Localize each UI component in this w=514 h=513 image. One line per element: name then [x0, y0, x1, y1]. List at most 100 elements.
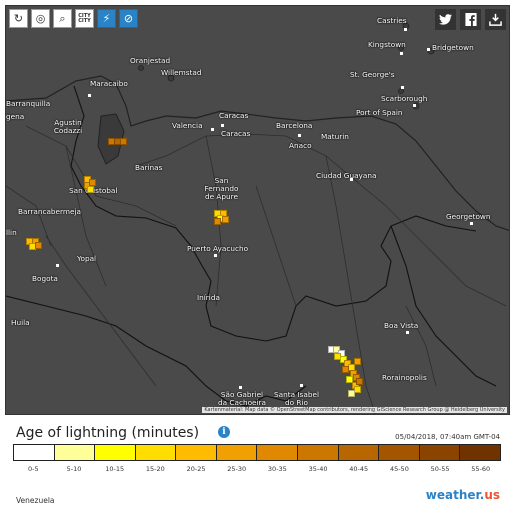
- color-swatch: [176, 445, 217, 460]
- lightning-strike-marker: [356, 378, 363, 385]
- city-label: San Fernando de Apure: [204, 176, 239, 201]
- city-dot: [221, 124, 224, 127]
- city-label: Georgetown: [446, 212, 491, 221]
- color-swatch: [338, 445, 380, 460]
- lightning-strike-marker: [348, 390, 355, 397]
- city-dot: [350, 178, 353, 181]
- brand-suffix: us: [484, 488, 500, 502]
- color-swatch: [419, 445, 461, 460]
- lightning-strike-marker: [222, 216, 229, 223]
- city-dot: [239, 386, 242, 389]
- city-label: Barcelona: [276, 121, 313, 130]
- globe-icon[interactable]: ◎: [31, 9, 50, 28]
- lightning-strike-marker: [214, 218, 221, 225]
- city-dot: [470, 222, 473, 225]
- city-dot: [298, 134, 301, 137]
- region-name: Venezuela: [16, 496, 55, 505]
- city-label: Ciudad Guayana: [316, 171, 377, 180]
- city-dot: [400, 52, 403, 55]
- color-scale-label: 10-15: [105, 465, 125, 473]
- color-swatch: [95, 445, 136, 460]
- color-swatch: [54, 445, 96, 460]
- city-dot: [404, 28, 407, 31]
- city-dot: [88, 94, 91, 97]
- city-label: Valencia: [172, 121, 203, 130]
- lightning-strike-marker: [346, 376, 353, 383]
- city-label: São Gabriel da Cachoeira: [217, 390, 267, 407]
- info-icon[interactable]: i: [218, 426, 230, 438]
- city-dot: [214, 254, 217, 257]
- city-label: Santa Isabel do Rio: [274, 390, 319, 407]
- city-label: Caracas: [221, 129, 251, 138]
- color-swatch: [14, 445, 55, 460]
- city-dot: [300, 384, 303, 387]
- city-dot: [413, 104, 416, 107]
- color-scale-label: 0-5: [28, 465, 39, 473]
- city-label: Huila: [11, 318, 30, 327]
- brand-main: weather.: [425, 488, 485, 502]
- city-label: Agustin Codazzi: [53, 118, 83, 135]
- zoom-out-icon[interactable]: ⌕: [53, 9, 72, 28]
- city-label: Barrancabermeja: [18, 207, 82, 216]
- brand-logo[interactable]: weather.us: [426, 488, 500, 502]
- color-scale-label: 30-35: [267, 465, 287, 473]
- city-label: Rorainopolis: [382, 373, 427, 382]
- lightning-icon[interactable]: ⚡: [97, 9, 116, 28]
- lightning-strike-marker: [354, 358, 361, 365]
- lightning-off-icon[interactable]: ⊘: [119, 9, 138, 28]
- lightning-strike-marker: [333, 346, 340, 353]
- city-label: Port of Spain: [356, 108, 403, 117]
- twitter-icon[interactable]: [435, 9, 456, 30]
- city-dot: [56, 264, 59, 267]
- download-icon[interactable]: [485, 9, 506, 30]
- color-swatch: [298, 445, 339, 460]
- refresh-icon[interactable]: ↻: [9, 9, 28, 28]
- color-swatch: [135, 445, 177, 460]
- lightning-map[interactable]: ↻ ◎ ⌕ CITY CITY ⚡ ⊘ Castries Kingstown B…: [5, 5, 510, 415]
- timestamp: 05/04/2018, 07:40am GMT-04: [395, 433, 500, 441]
- city-label: Maturin: [321, 132, 349, 141]
- color-scale-label: 15-20: [145, 465, 165, 473]
- city-label: llin: [6, 228, 17, 237]
- city-label: St. George's: [350, 70, 395, 79]
- city-label: Castries: [377, 16, 407, 25]
- lightning-strike-marker: [340, 356, 347, 363]
- color-scale-label: 40-45: [349, 465, 369, 473]
- city-label: Oranjestad: [130, 56, 171, 65]
- city-label: gena: [6, 112, 25, 121]
- lightning-strike-marker: [120, 138, 127, 145]
- city-dot: [401, 86, 404, 89]
- map-basemap: [6, 6, 509, 414]
- city-label: Maracaibo: [90, 79, 128, 88]
- city-label: Puerto Ayacucho: [187, 244, 249, 253]
- color-swatch: [257, 445, 299, 460]
- color-scale-label: 5-10: [66, 465, 82, 473]
- city-label: Bridgetown: [432, 43, 474, 52]
- city-label: Willemstad: [161, 68, 202, 77]
- city-label: Yopal: [77, 254, 97, 263]
- legend-title: Age of lightning (minutes): [16, 425, 200, 441]
- lightning-strike-marker: [35, 242, 42, 249]
- city-label: Bogota: [32, 274, 58, 283]
- color-scale-label: 50-55: [430, 465, 450, 473]
- lightning-strike-marker: [354, 386, 361, 393]
- city-toggle-icon[interactable]: CITY CITY: [75, 9, 94, 28]
- color-scale-label: 45-50: [389, 465, 409, 473]
- lightning-strike-marker: [342, 366, 349, 373]
- city-label: Kingstown: [368, 40, 406, 49]
- city-label: Barranquilla: [6, 99, 51, 108]
- lightning-strike-marker: [89, 179, 96, 186]
- share-toolbar: [435, 9, 506, 30]
- city-label: Inírida: [197, 293, 220, 302]
- city-dot: [406, 331, 409, 334]
- city-label: Boa Vista: [384, 321, 419, 330]
- city-label: Barinas: [135, 163, 163, 172]
- color-scale: [13, 444, 501, 461]
- map-attribution: Kartenmaterial: Map data © OpenStreetMap…: [202, 407, 507, 413]
- color-swatch: [216, 445, 258, 460]
- facebook-icon[interactable]: [460, 9, 481, 30]
- color-swatch: [460, 445, 500, 460]
- city-dot: [427, 48, 430, 51]
- color-scale-label: 25-30: [227, 465, 247, 473]
- city-label: Scarborough: [381, 94, 428, 103]
